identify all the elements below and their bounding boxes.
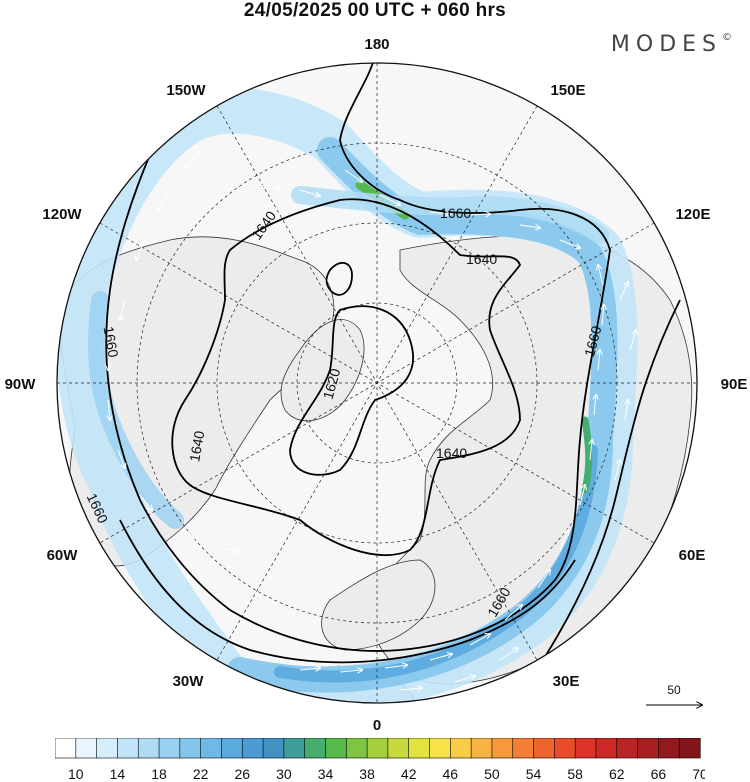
contour-label: 1640 xyxy=(466,251,497,267)
brand-mark: © xyxy=(722,32,732,43)
lon-label-90e: 90E xyxy=(721,376,748,393)
colorbar-swatch xyxy=(117,738,139,759)
colorbar-label: 30 xyxy=(276,766,292,782)
colorbar-swatch xyxy=(491,738,514,759)
colorbar-label: 34 xyxy=(318,766,334,782)
lon-label-120e: 120E xyxy=(675,206,710,223)
colorbar-swatch xyxy=(262,738,285,759)
colorbar-swatch xyxy=(200,738,223,759)
colorbar-label: 62 xyxy=(609,766,625,782)
contour-label: 1620 xyxy=(320,366,344,400)
colorbar-swatch xyxy=(55,738,77,759)
lon-label-60e: 60E xyxy=(679,547,706,564)
colorbar-label: 18 xyxy=(151,766,167,782)
lon-label-90w: 90W xyxy=(5,376,37,393)
lon-label-150e: 150E xyxy=(550,82,585,99)
colorbar-label: 50 xyxy=(484,766,500,782)
colorbar-label: 26 xyxy=(234,766,250,782)
map-border xyxy=(56,62,698,704)
lon-label-60w: 60W xyxy=(47,547,79,564)
colorbar-label: 46 xyxy=(443,766,459,782)
colorbar-swatch xyxy=(470,738,493,759)
colorbar-swatch xyxy=(241,738,264,759)
colorbar-swatch xyxy=(325,738,347,759)
contour-label: 1660 xyxy=(440,205,471,221)
longitude-labels: 180 150E 120E 90E 60E 30E 0 30W 60W 90W … xyxy=(5,36,748,730)
lon-label-120w: 120W xyxy=(42,206,82,223)
lon-label-180: 180 xyxy=(364,36,389,53)
colorbar-swatch xyxy=(387,738,410,759)
colorbar-label: 10 xyxy=(68,766,84,782)
graticule xyxy=(57,63,697,703)
colorbar-swatch xyxy=(595,738,618,759)
contour-label: 1660 xyxy=(101,325,122,359)
colorbar-swatch xyxy=(137,738,160,759)
colorbar-swatch xyxy=(658,738,680,759)
colorbar-labels: 10 14 18 22 26 30 34 38 42 46 50 54 58 62 66 70 xyxy=(68,766,705,782)
colorbar-label: 54 xyxy=(526,766,542,782)
contour-1660-west xyxy=(105,63,611,652)
colorbar-swatch xyxy=(554,738,576,759)
lon-label-30w: 30W xyxy=(173,673,205,690)
colorbar-label: 58 xyxy=(567,766,583,782)
colorbar-swatch xyxy=(429,738,451,759)
colorbar-label: 38 xyxy=(359,766,375,782)
colorbar-swatch xyxy=(616,738,639,759)
colorbar-label: 66 xyxy=(651,766,667,782)
brand-name: MODES xyxy=(610,32,722,57)
reference-vector-label: 50 xyxy=(667,683,681,697)
jet-band-core xyxy=(274,444,598,683)
contour-1620 xyxy=(289,305,414,476)
colorbar-label: 42 xyxy=(401,766,417,782)
jet-core-east xyxy=(581,416,593,494)
contour-label: 1640 xyxy=(186,429,207,463)
wind-vectors xyxy=(108,149,636,690)
europe xyxy=(321,559,436,651)
brand-logo: MODES© xyxy=(611,32,732,57)
colorbar-label: 22 xyxy=(193,766,209,782)
contour-label: 1640 xyxy=(436,445,467,461)
contour-east xyxy=(529,299,681,681)
contour-label: 1660 xyxy=(581,324,605,358)
colorbar-swatch xyxy=(179,738,202,759)
colorbar-swatch xyxy=(283,738,306,759)
colorbar-swatch xyxy=(345,738,368,759)
height-contours xyxy=(105,63,681,681)
colorbar-swatch xyxy=(678,738,701,759)
map-disk: 1640 1660 1640 1660 1620 1640 1640 1660 … xyxy=(57,63,697,703)
lon-label-30e: 30E xyxy=(553,673,580,690)
colorbar-swatch xyxy=(450,738,472,759)
colorbar-swatch xyxy=(304,738,327,759)
lon-label-150w: 150W xyxy=(166,82,206,99)
colorbar-swatch xyxy=(574,738,597,759)
colorbar-label: 14 xyxy=(110,766,126,782)
contour-1640-main xyxy=(171,198,522,557)
colorbar-swatch xyxy=(637,738,659,759)
colorbar-swatches xyxy=(55,738,701,759)
colorbar-swatch xyxy=(221,738,243,759)
colorbar-swatch xyxy=(158,738,181,759)
colorbar-swatch xyxy=(366,738,389,759)
lon-label-0: 0 xyxy=(373,717,381,730)
greenland xyxy=(280,319,365,422)
polar-map: 1640 1660 1640 1660 1620 1640 1640 1660 … xyxy=(5,36,748,730)
contour-1660-outer xyxy=(119,519,576,664)
contour-1640-small xyxy=(325,261,353,296)
colorbar-swatch xyxy=(533,738,555,759)
colorbar-swatch xyxy=(512,738,535,759)
reference-vector: 50 xyxy=(646,683,710,720)
map-title: 24/05/2025 00 UTC + 060 hrs xyxy=(243,0,507,21)
colorbar-swatch xyxy=(96,738,119,759)
colorbar-label: 70 xyxy=(692,766,705,782)
colorbar-swatch xyxy=(75,738,98,759)
colorbar-swatch xyxy=(408,738,431,759)
colorbar: 10 14 18 22 26 30 34 38 42 46 50 54 58 62 66 70 xyxy=(55,738,705,782)
